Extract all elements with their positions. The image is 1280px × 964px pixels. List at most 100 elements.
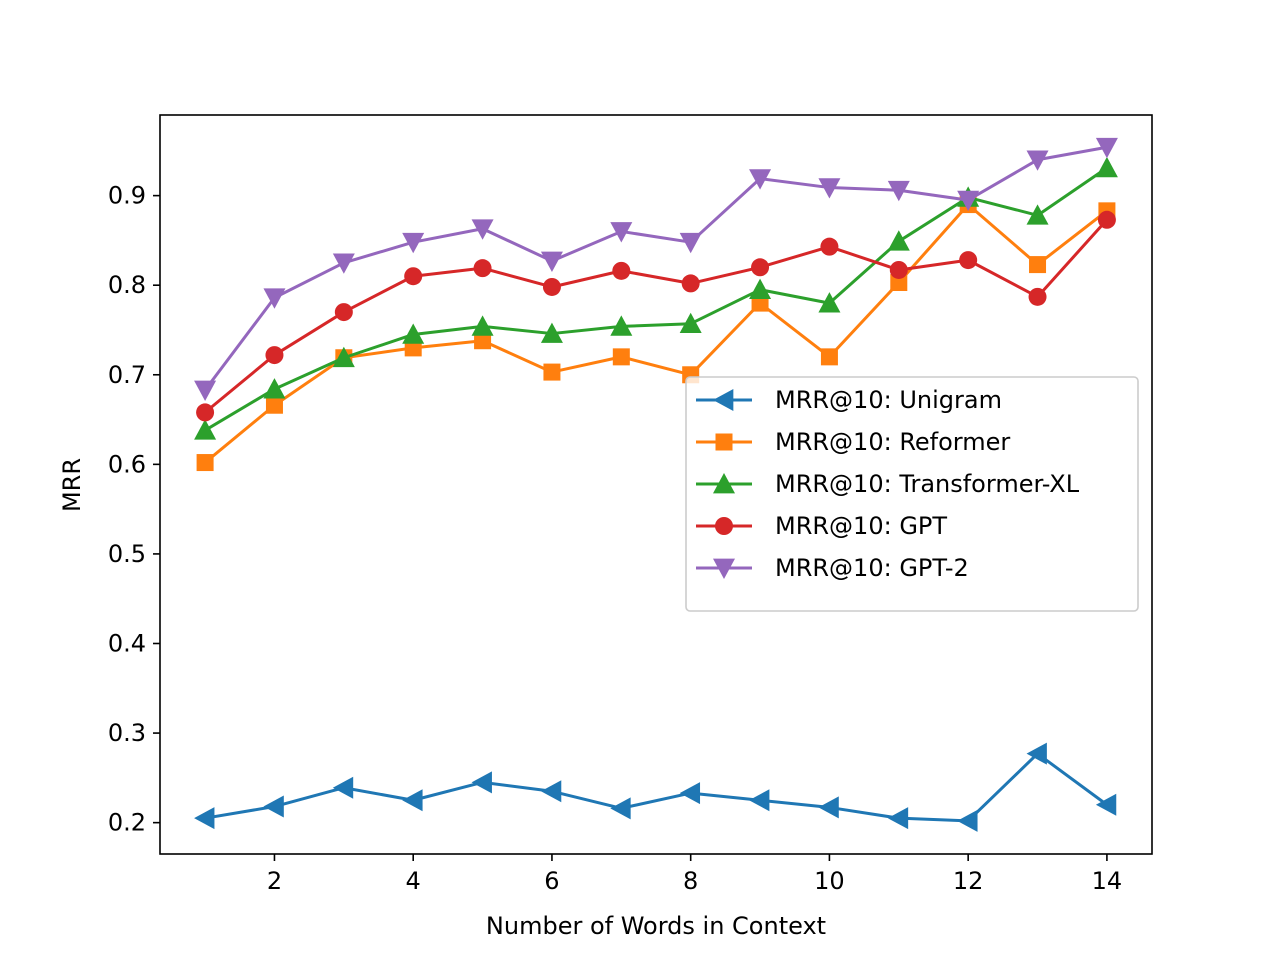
data-point — [196, 403, 215, 422]
y-axis-label: MRR — [58, 458, 86, 512]
data-point — [820, 348, 838, 366]
data-point — [263, 378, 286, 399]
legend-label: MRR@10: Transformer-XL — [775, 470, 1080, 498]
data-point — [887, 180, 910, 202]
data-point — [679, 782, 701, 805]
x-tick-label: 6 — [544, 867, 559, 895]
data-point — [1029, 256, 1047, 274]
x-axis-label: Number of Words in Context — [486, 912, 826, 940]
data-point — [471, 219, 494, 240]
y-tick-label: 0.4 — [108, 629, 146, 657]
data-point — [612, 348, 630, 366]
legend-marker — [713, 473, 735, 494]
data-point — [818, 796, 839, 819]
data-point — [194, 419, 217, 440]
data-point — [265, 346, 284, 365]
data-point — [610, 315, 633, 336]
data-point — [263, 288, 286, 309]
axes: 2 4 6 8 10 12 14 0.2 0.3 0.4 0.5 0.6 0.7 0.8 0.9 — [108, 114, 1153, 895]
data-point — [332, 776, 354, 799]
data-point — [334, 303, 353, 322]
data-point — [1026, 742, 1047, 765]
data-point — [332, 346, 355, 368]
data-point — [540, 780, 562, 803]
data-point — [1097, 210, 1116, 229]
data-point — [194, 380, 217, 401]
data-point — [679, 232, 702, 254]
data-point — [1028, 287, 1047, 306]
data-point — [471, 771, 492, 794]
data-point — [820, 237, 839, 256]
data-point — [681, 274, 700, 293]
plot-frame — [159, 114, 1153, 855]
data-point — [332, 253, 355, 274]
data-point — [887, 807, 909, 830]
legend: MRR@10: Unigram MRR@10: Reformer MRR@10: T… — [685, 376, 1139, 612]
data-point — [610, 222, 633, 243]
series-line — [204, 752, 1108, 823]
legend-marker — [715, 517, 733, 535]
legend-box — [685, 376, 1139, 612]
plot-area — [194, 137, 1118, 832]
data-point — [957, 190, 980, 212]
series-2 — [194, 156, 1118, 440]
data-point — [1095, 137, 1118, 159]
data-point — [1026, 150, 1049, 171]
data-point — [610, 797, 631, 820]
data-point — [402, 323, 425, 344]
data-point — [1026, 204, 1049, 225]
data-point — [749, 789, 770, 812]
data-point — [679, 312, 702, 334]
legend-marker — [713, 389, 734, 411]
data-point — [612, 261, 631, 280]
series-line — [204, 203, 1108, 464]
legend-item: MRR@10: Unigram — [696, 386, 1002, 414]
data-point — [543, 363, 561, 381]
data-point — [887, 230, 910, 251]
data-point — [404, 267, 423, 286]
y-tick-label: 0.8 — [108, 271, 146, 299]
data-point — [957, 809, 978, 832]
y-tick-label: 0.3 — [108, 719, 146, 747]
series-line — [204, 166, 1108, 432]
data-point — [959, 251, 978, 270]
data-point — [749, 278, 772, 300]
series-0 — [194, 742, 1117, 832]
y-tick-label: 0.6 — [108, 450, 146, 478]
data-point — [818, 178, 841, 199]
data-point — [194, 807, 215, 830]
legend-item: MRR@10: Transformer-XL — [696, 470, 1080, 498]
y-tick-label: 0.7 — [108, 361, 146, 389]
legend-item: MRR@10: GPT-2 — [696, 554, 969, 582]
data-point — [402, 789, 423, 812]
series-line — [203, 145, 1108, 391]
data-point — [751, 258, 770, 277]
y-tick-label: 0.9 — [108, 182, 146, 210]
legend-item: MRR@10: GPT — [696, 512, 947, 540]
data-point — [1095, 156, 1118, 178]
series-3 — [196, 210, 1116, 422]
legend-marker — [713, 558, 735, 579]
data-point — [818, 292, 841, 313]
y-tick-label: 0.5 — [108, 540, 146, 568]
legend-label: MRR@10: Reformer — [775, 428, 1010, 456]
x-tick-label: 2 — [267, 867, 282, 895]
series-line — [204, 218, 1109, 414]
data-point — [265, 396, 283, 414]
data-point — [1095, 793, 1117, 816]
data-point — [540, 322, 563, 343]
x-tick-label: 14 — [1092, 867, 1123, 895]
x-tick-label: 4 — [406, 867, 421, 895]
legend-label: MRR@10: GPT-2 — [775, 554, 969, 582]
series-4 — [194, 137, 1118, 401]
data-point — [749, 169, 772, 190]
data-point — [474, 332, 492, 350]
data-point — [473, 259, 492, 278]
data-point — [540, 251, 563, 273]
legend-label: MRR@10: Unigram — [775, 386, 1002, 414]
data-point — [889, 260, 908, 279]
legend-marker — [715, 433, 733, 451]
data-point — [196, 454, 214, 472]
